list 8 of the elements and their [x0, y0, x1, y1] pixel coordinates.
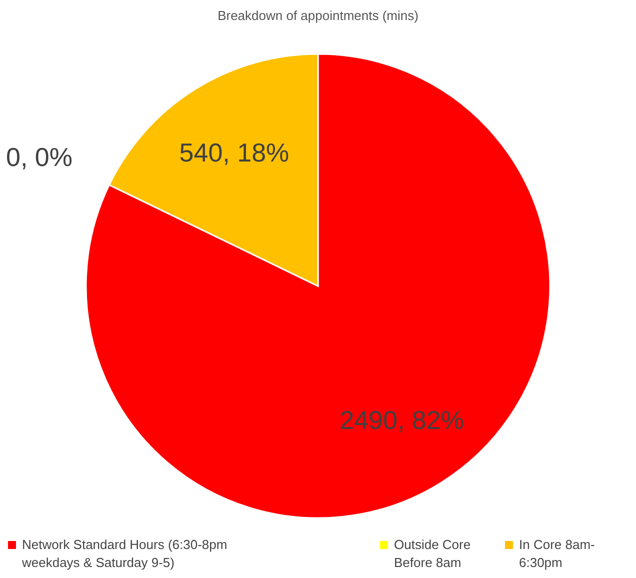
data-label: 2490, 82% — [340, 404, 464, 435]
chart-title: Breakdown of appointments (mins) — [218, 8, 418, 23]
text: 0, 0% — [6, 142, 72, 172]
data-label: 540, 18% — [179, 137, 290, 168]
legend-label: In Core 8am-6:30pm — [519, 536, 596, 572]
pie-slice — [86, 53, 551, 519]
legend-label: Network Standard Hours (6:30-8pm weekdays & Saturday 9-5) — [22, 536, 228, 572]
legend-label: Outside Core Before 8am — [394, 536, 472, 572]
